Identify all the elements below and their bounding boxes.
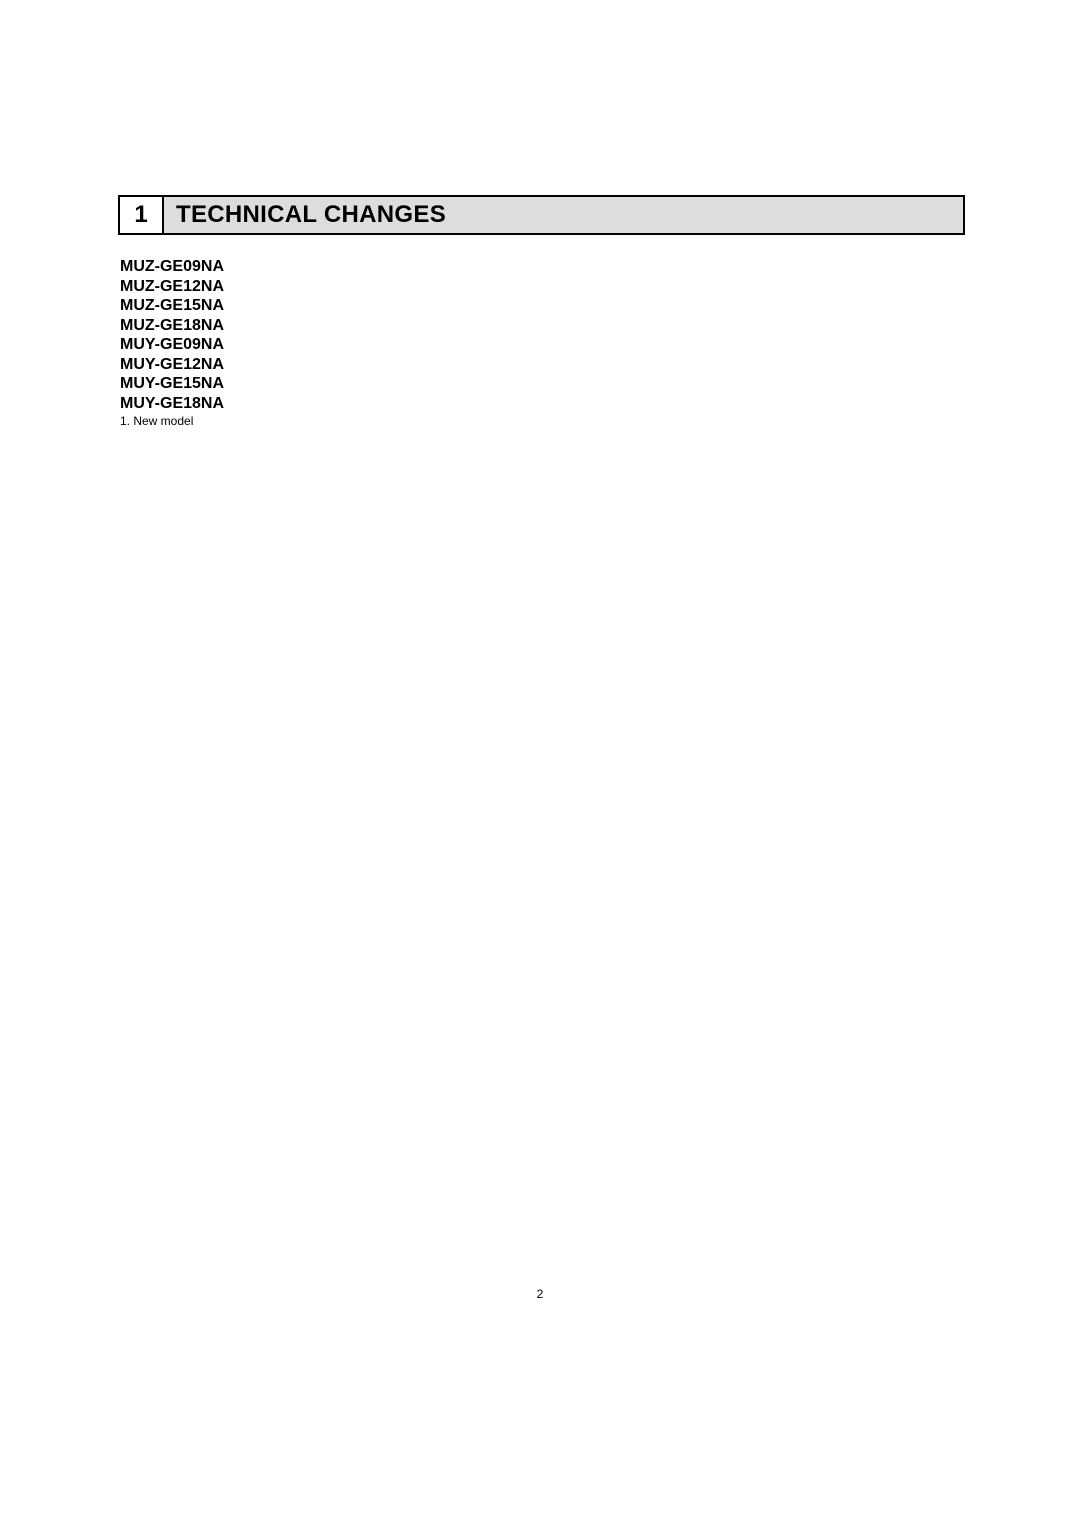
model-item: MUZ-GE09NA [120,257,965,277]
section-number: 1 [134,201,147,229]
model-list: MUZ-GE09NA MUZ-GE12NA MUZ-GE15NA MUZ-GE1… [118,257,965,429]
section-title-box: TECHNICAL CHANGES [164,195,965,235]
model-item: MUZ-GE12NA [120,277,965,297]
model-item: MUY-GE15NA [120,374,965,394]
model-item: MUY-GE12NA [120,355,965,375]
document-page: 1 TECHNICAL CHANGES MUZ-GE09NA MUZ-GE12N… [0,0,1080,1531]
section-title: TECHNICAL CHANGES [176,201,446,229]
model-item: MUY-GE18NA [120,394,965,414]
section-number-box: 1 [118,195,164,235]
model-item: MUZ-GE15NA [120,296,965,316]
note-text: 1. New model [120,414,965,428]
section-header: 1 TECHNICAL CHANGES [118,195,965,235]
model-item: MUY-GE09NA [120,335,965,355]
page-number: 2 [0,1287,1080,1301]
model-item: MUZ-GE18NA [120,316,965,336]
